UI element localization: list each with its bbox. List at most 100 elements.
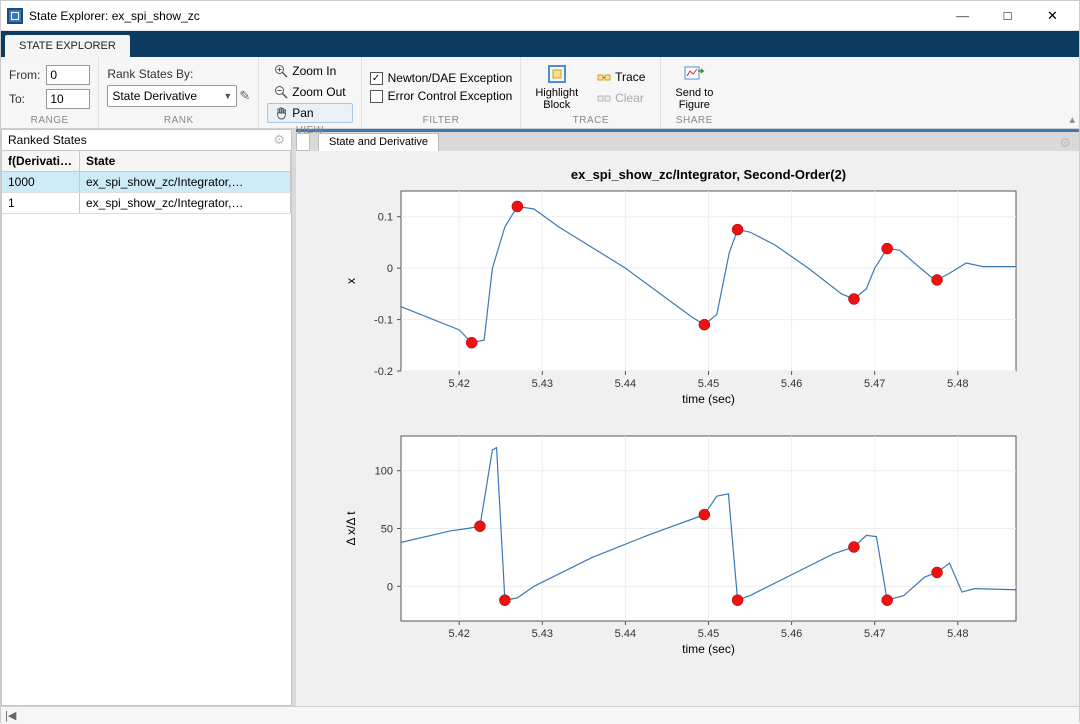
range-group-label: RANGE [9,115,90,126]
zoom-out-label: Zoom Out [292,85,345,99]
cell-fderivative: 1 [2,193,80,213]
svg-text:5.44: 5.44 [615,378,636,390]
trace-label: Trace [615,70,645,84]
pan-button[interactable]: Pan [267,103,352,123]
svg-text:time (sec): time (sec) [682,642,735,656]
send-to-figure-icon [683,63,705,85]
zoom-out-button[interactable]: Zoom Out [267,82,352,102]
edit-rank-icon[interactable]: ✎ [239,88,250,104]
col-fderivative[interactable]: f(Derivative) [2,151,80,171]
newton-check[interactable]: ✓ Newton/DAE Exception [370,71,513,85]
clear-icon [597,91,611,105]
trace-icon [597,70,611,84]
main-area: Ranked States ⚙ f(Derivative) State 1000… [1,129,1079,706]
tab-state-explorer[interactable]: STATE EXPLORER [5,35,130,57]
svg-text:-0.1: -0.1 [374,315,393,327]
minimize-button[interactable]: ― [940,2,985,30]
group-range: From: To: RANGE [1,57,99,128]
from-label: From: [9,68,40,82]
group-share: Send toFigure SHARE [661,57,727,128]
statusbar: |◀ [1,706,1079,724]
ranked-states-title: Ranked States [8,133,87,147]
zoom-in-label: Zoom In [292,64,336,78]
newton-label: Newton/DAE Exception [388,71,513,85]
svg-text:time (sec): time (sec) [682,392,735,406]
table-header: f(Derivative) State [2,151,291,172]
highlight-block-label: HighlightBlock [535,87,578,111]
content-panel-options-icon[interactable]: ⚙ [1059,135,1079,151]
maximize-button[interactable]: □ [985,2,1030,30]
svg-text:5.48: 5.48 [947,378,968,390]
chart-dxdt: 0501005.425.435.445.455.465.475.48Δ x/Δ … [331,421,1031,661]
errorctrl-check[interactable]: Error Control Exception [370,89,513,103]
view-group-label: VIEW [267,125,352,136]
ranked-states-header: Ranked States ⚙ [1,129,292,151]
svg-text:0: 0 [387,581,393,593]
rank-label: Rank States By: [107,67,250,81]
svg-text:Δ x/Δ t: Δ x/Δ t [344,511,358,546]
checkbox-checked-icon: ✓ [370,72,383,85]
group-rank: Rank States By: State Derivative ▼ ✎ RAN… [99,57,259,128]
pan-label: Pan [292,106,313,120]
close-button[interactable]: ✕ [1030,2,1075,30]
svg-text:5.46: 5.46 [781,378,802,390]
send-to-figure-label: Send toFigure [675,87,713,111]
window-controls: ― □ ✕ [940,2,1075,30]
svg-text:0.1: 0.1 [378,212,393,224]
highlight-block-button[interactable]: HighlightBlock [529,61,584,113]
col-state[interactable]: State [80,151,291,171]
checkbox-unchecked-icon [370,90,383,103]
chevron-down-icon: ▼ [223,91,232,101]
rank-group-label: RANK [107,115,250,126]
from-input[interactable] [46,65,90,85]
cell-fderivative: 1000 [2,172,80,192]
cell-state: ex_spi_show_zc/Integrator,… [80,172,291,192]
errorctrl-label: Error Control Exception [388,89,513,103]
svg-text:50: 50 [381,524,393,536]
chart-state-x: ex_spi_show_zc/Integrator, Second-Order(… [331,161,1031,411]
svg-text:5.44: 5.44 [615,628,636,640]
side-panel: Ranked States ⚙ f(Derivative) State 1000… [1,129,296,706]
svg-text:100: 100 [375,466,393,478]
svg-text:5.47: 5.47 [864,628,885,640]
svg-text:ex_spi_show_zc/Integrator, Se: ex_spi_show_zc/Integrator, Second-Order(… [571,167,846,182]
clear-button[interactable]: Clear [590,88,652,108]
group-filter: ✓ Newton/DAE Exception Error Control Exc… [362,57,522,128]
trace-button[interactable]: Trace [590,67,652,87]
svg-text:-0.2: -0.2 [374,366,393,378]
plot-area[interactable]: ex_spi_show_zc/Integrator, Second-Order(… [296,151,1079,706]
table-row[interactable]: 1ex_spi_show_zc/Integrator,… [2,193,291,214]
zoom-in-icon [274,64,288,78]
group-view: Zoom In Zoom Out Pan VIEW [259,57,361,128]
toolstrip-collapse-icon[interactable]: ▴ [1069,113,1075,126]
to-label: To: [9,92,40,106]
svg-text:5.43: 5.43 [532,378,553,390]
pan-icon [274,106,288,120]
to-input[interactable] [46,89,90,109]
send-to-figure-button[interactable]: Send toFigure [669,61,719,113]
svg-text:5.45: 5.45 [698,378,719,390]
svg-text:5.48: 5.48 [947,628,968,640]
statusbar-nav-icon[interactable]: |◀ [5,709,16,722]
ranked-states-table: f(Derivative) State 1000ex_spi_show_zc/I… [1,151,292,706]
trace-group-label: TRACE [529,115,652,126]
table-row[interactable]: 1000ex_spi_show_zc/Integrator,… [2,172,291,193]
filter-group-label: FILTER [370,115,513,126]
titlebar: State Explorer: ex_spi_show_zc ― □ ✕ [1,1,1079,31]
svg-text:5.47: 5.47 [864,378,885,390]
window-title: State Explorer: ex_spi_show_zc [29,9,940,23]
svg-text:x: x [344,278,358,284]
content-tabstrip: State and Derivative ⚙ [296,129,1079,151]
zoom-out-icon [274,85,288,99]
svg-text:5.46: 5.46 [781,628,802,640]
clear-label: Clear [615,91,644,105]
share-group-label: SHARE [669,115,719,126]
cell-state: ex_spi_show_zc/Integrator,… [80,193,291,213]
toolstrip: From: To: RANGE Rank States By: State De… [1,57,1079,129]
svg-text:5.43: 5.43 [532,628,553,640]
rank-combo[interactable]: State Derivative ▼ [107,85,237,107]
main-tabstrip: STATE EXPLORER [1,31,1079,57]
svg-text:5.42: 5.42 [448,378,469,390]
svg-text:5.42: 5.42 [448,628,469,640]
zoom-in-button[interactable]: Zoom In [267,61,352,81]
